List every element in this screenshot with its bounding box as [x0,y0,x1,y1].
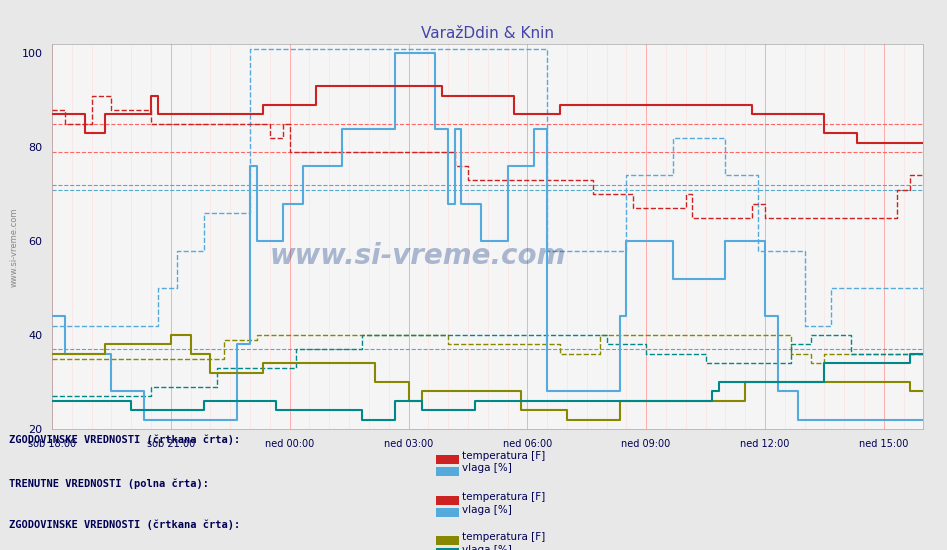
Text: vlaga [%]: vlaga [%] [462,504,512,515]
Text: temperatura [F]: temperatura [F] [462,532,545,542]
Title: VaražDdin & Knin: VaražDdin & Knin [421,26,554,41]
Text: ZGODOVINSKE VREDNOSTI (črtkana črta):: ZGODOVINSKE VREDNOSTI (črtkana črta): [9,520,241,530]
Text: vlaga [%]: vlaga [%] [462,463,512,474]
Text: www.si-vreme.com: www.si-vreme.com [9,208,19,287]
Text: vlaga [%]: vlaga [%] [462,544,512,550]
Text: temperatura [F]: temperatura [F] [462,492,545,503]
Text: www.si-vreme.com: www.si-vreme.com [270,242,566,270]
Text: temperatura [F]: temperatura [F] [462,451,545,461]
Text: TRENUTNE VREDNOSTI (polna črta):: TRENUTNE VREDNOSTI (polna črta): [9,478,209,489]
Text: ZGODOVINSKE VREDNOSTI (črtkana črta):: ZGODOVINSKE VREDNOSTI (črtkana črta): [9,434,241,445]
